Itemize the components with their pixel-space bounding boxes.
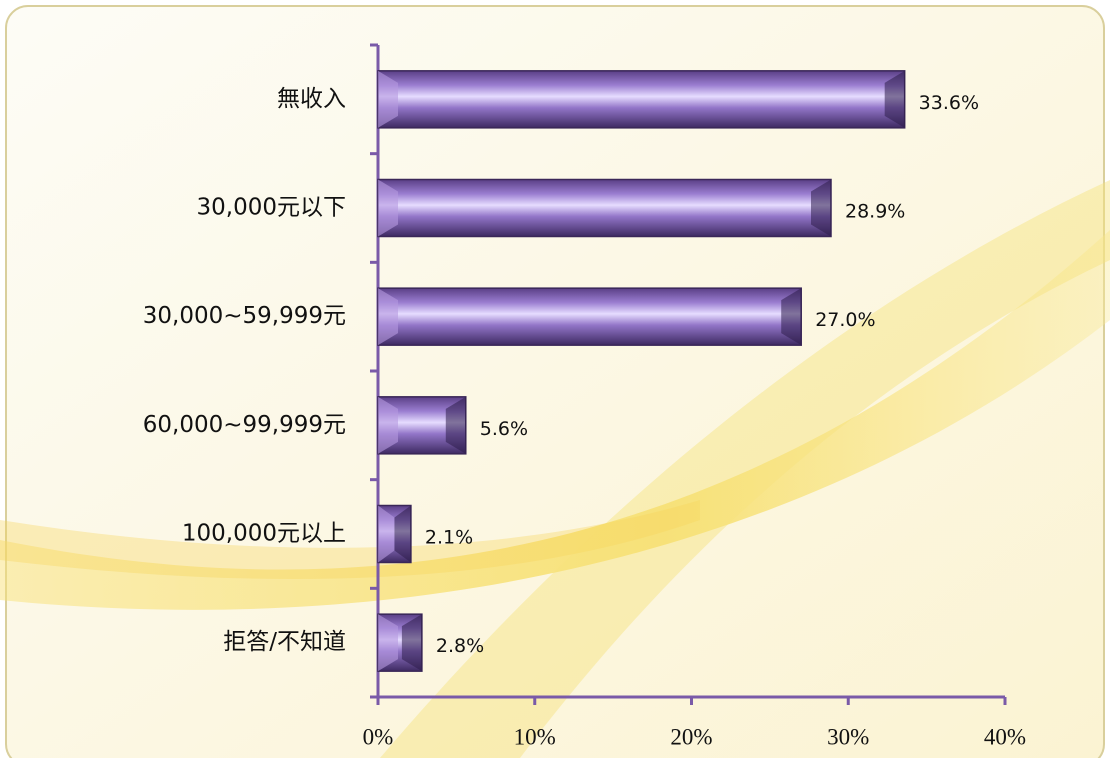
swoosh xyxy=(0,230,1110,610)
bar-bevel xyxy=(378,179,398,237)
y-tick-label: 無收入 xyxy=(277,86,346,112)
bar-bevel xyxy=(378,396,398,454)
bar xyxy=(377,178,832,238)
bar-bevel xyxy=(394,505,411,563)
bar-bevel xyxy=(378,70,398,128)
bar-bevel xyxy=(401,614,422,672)
y-tick-label: 60,000~99,999元 xyxy=(143,412,346,438)
swoosh xyxy=(0,500,700,580)
value-label: 28.9% xyxy=(845,201,905,223)
bar-bevel xyxy=(781,288,802,346)
value-label: 2.8% xyxy=(436,635,484,657)
x-tick-label: 0% xyxy=(363,724,394,749)
x-tick-label: 40% xyxy=(984,724,1026,749)
y-tick-label: 30,000~59,999元 xyxy=(143,303,346,329)
value-label: 2.1% xyxy=(425,527,473,549)
x-tick-label: 20% xyxy=(670,724,712,749)
bar-bevel xyxy=(445,396,466,454)
bar-bevel xyxy=(884,70,905,128)
bar-bevel xyxy=(378,505,395,563)
bar-bevel xyxy=(378,614,398,672)
plot-area: 0% 10% 20% 30% 40% 無收入 33.6% 30,000元以下 28.9% 30,0… xyxy=(143,43,1026,749)
bar-bevel xyxy=(378,288,398,346)
value-label: 33.6% xyxy=(919,92,979,114)
bar-bevel xyxy=(811,179,832,237)
y-tick-label: 拒答/不知道 xyxy=(223,629,346,655)
bar xyxy=(377,287,802,346)
swoosh xyxy=(380,180,1110,758)
value-label: 5.6% xyxy=(480,418,528,440)
x-tick-label: 10% xyxy=(514,724,556,749)
value-label: 27.0% xyxy=(815,309,875,331)
y-tick-label: 30,000元以下 xyxy=(197,195,346,221)
bar xyxy=(377,70,906,129)
x-tick-label: 30% xyxy=(827,724,869,749)
y-tick-label: 100,000元以上 xyxy=(182,521,346,547)
